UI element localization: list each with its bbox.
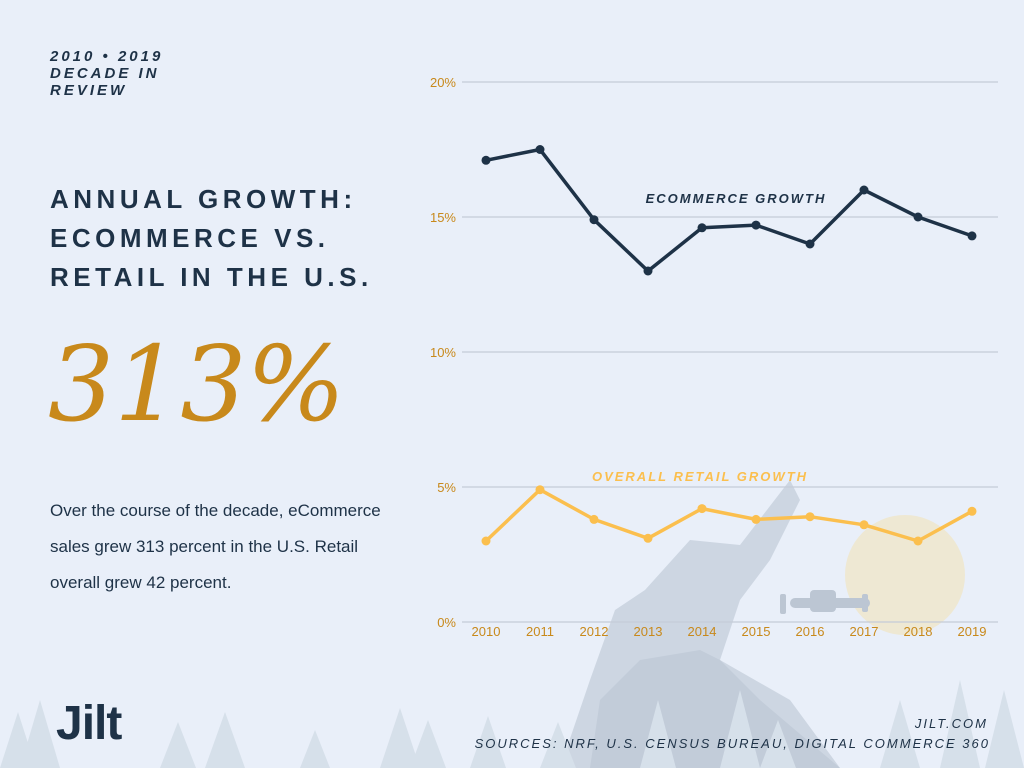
airplane-icon <box>780 590 870 614</box>
retail-data-point <box>913 536 923 546</box>
decade-eyebrow: 2010 • 2019 DECADE IN REVIEW <box>50 48 164 99</box>
x-tick-label: 2013 <box>634 624 663 639</box>
ecommerce-data-point <box>805 239 815 249</box>
x-tick-label: 2019 <box>958 624 987 639</box>
site-url: JILT.COM <box>914 716 988 731</box>
x-tick-label: 2015 <box>742 624 771 639</box>
y-tick-label: 15% <box>430 210 456 225</box>
ecommerce-data-point <box>481 155 491 165</box>
retail-series-label: OVERALL RETAIL GROWTH <box>592 469 808 484</box>
y-tick-label: 20% <box>430 75 456 90</box>
ecommerce-data-point <box>859 185 869 195</box>
ecommerce-data-point <box>967 231 977 241</box>
retail-data-point <box>535 485 545 495</box>
x-tick-label: 2012 <box>580 624 609 639</box>
y-tick-label: 0% <box>437 615 456 630</box>
retail-growth-line <box>484 487 974 543</box>
headline-stat: 313% <box>48 323 346 445</box>
x-tick-label: 2010 <box>472 624 501 639</box>
tree-line-shape <box>0 680 1024 768</box>
y-tick-label: 10% <box>430 345 456 360</box>
ecommerce-growth-line <box>484 147 974 273</box>
ecommerce-data-point <box>535 145 545 154</box>
retail-data-point <box>589 514 599 524</box>
x-tick-label: 2011 <box>526 624 554 639</box>
page-title: ANNUAL GROWTH: ECOMMERCE VS. RETAIL IN T… <box>50 184 373 292</box>
ecommerce-data-point <box>643 266 653 276</box>
ecommerce-data-point <box>697 223 707 233</box>
y-tick-label: 5% <box>437 480 456 495</box>
ecommerce-data-point <box>589 215 599 225</box>
jilt-logo: Jilt <box>56 697 122 750</box>
retail-data-point <box>751 514 761 524</box>
retail-data-point <box>697 504 707 514</box>
retail-data-point <box>967 506 977 516</box>
x-tick-label: 2017 <box>850 624 879 639</box>
sources-note: SOURCES: NRF, U.S. CENSUS BUREAU, DIGITA… <box>474 736 990 751</box>
retail-data-point <box>643 533 653 543</box>
summary-text: Over the course of the decade, eCommerce… <box>50 501 381 592</box>
retail-data-point <box>859 520 869 530</box>
ecommerce-data-point <box>913 212 923 222</box>
ecommerce-data-point <box>751 220 761 230</box>
ecommerce-series-label: ECOMMERCE GROWTH <box>646 191 827 206</box>
x-tick-label: 2014 <box>688 624 717 639</box>
x-tick-label: 2016 <box>796 624 825 639</box>
retail-data-point <box>805 512 815 522</box>
retail-data-point <box>481 536 491 546</box>
x-tick-label: 2018 <box>904 624 933 639</box>
sun-shape <box>845 515 965 635</box>
